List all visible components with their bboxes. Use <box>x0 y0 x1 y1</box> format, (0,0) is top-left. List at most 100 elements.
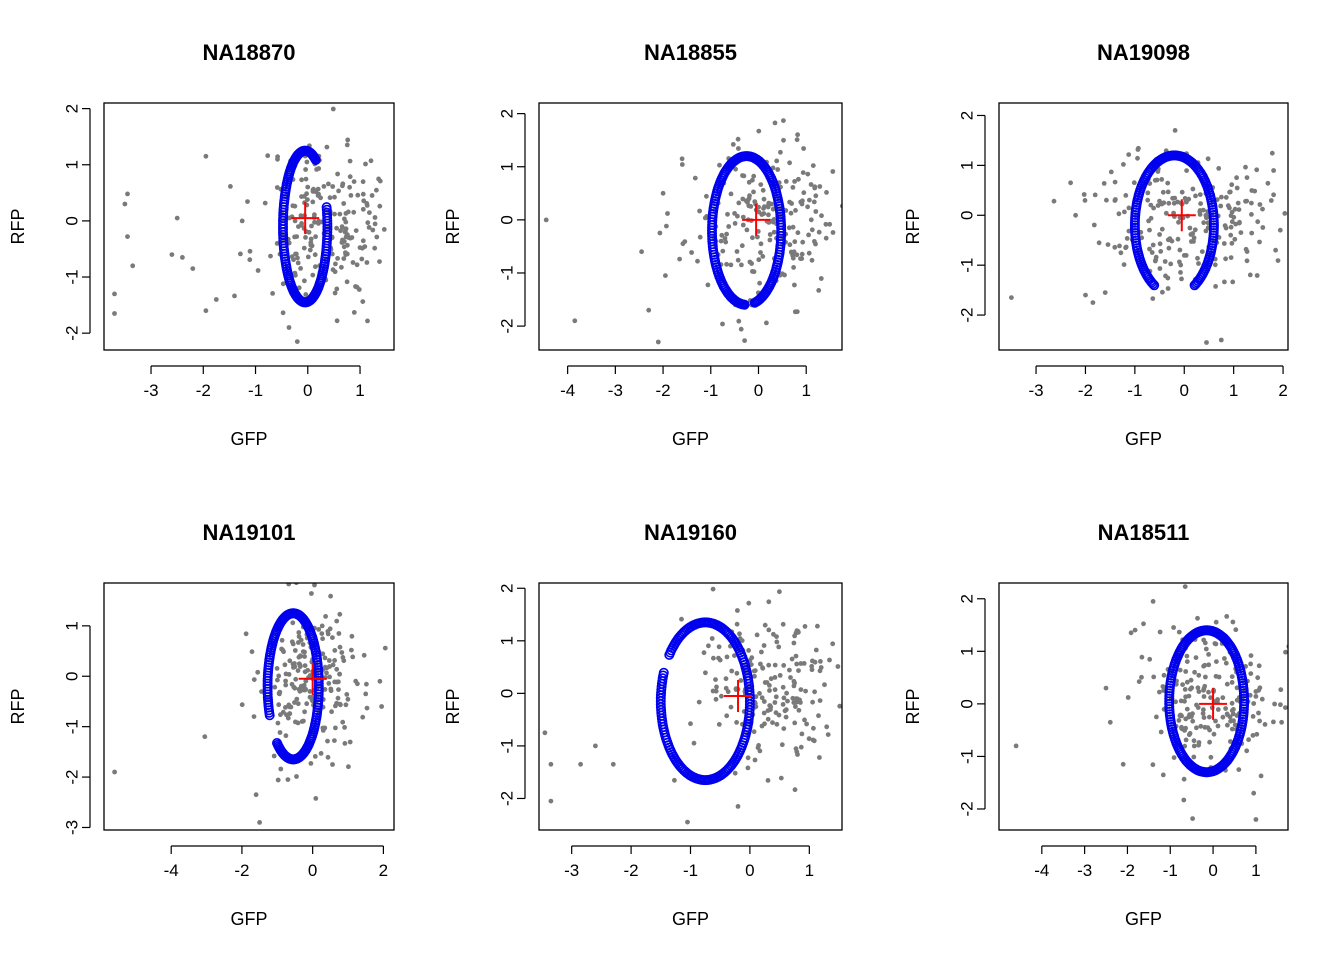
cell-point <box>767 237 773 243</box>
cell-point <box>718 238 724 244</box>
cell-point <box>1216 674 1222 680</box>
cell-point <box>330 762 335 767</box>
y-tick-label: 2 <box>63 104 82 113</box>
cell-point <box>332 194 337 200</box>
cell-point <box>350 654 356 660</box>
cell-point <box>1157 241 1163 247</box>
cell-point <box>723 239 729 245</box>
cell-point <box>1218 337 1224 343</box>
cell-point <box>1218 203 1224 209</box>
cell-point <box>1081 192 1087 197</box>
cell-point <box>1139 674 1144 680</box>
cell-point <box>316 166 322 171</box>
cell-point <box>1139 654 1145 660</box>
cell-point <box>298 213 304 219</box>
y-tick-label: 0 <box>958 211 977 220</box>
cell-point <box>1121 262 1127 267</box>
cell-point <box>303 167 308 172</box>
cell-point <box>323 614 328 619</box>
fitted-point <box>1146 277 1157 288</box>
cell-point <box>704 193 709 199</box>
cell-point <box>806 232 811 238</box>
cell-point <box>1207 739 1212 745</box>
cell-point <box>360 179 366 185</box>
fitted-point <box>322 224 333 235</box>
cell-point <box>1254 167 1260 173</box>
cell-point <box>1147 656 1153 662</box>
cell-point <box>397 262 402 267</box>
cell-point <box>1157 198 1162 204</box>
cell-point <box>325 754 331 760</box>
cell-point <box>737 631 742 637</box>
cell-point <box>361 198 367 204</box>
cell-point <box>312 212 317 218</box>
cell-point <box>1126 152 1132 158</box>
x-tick-label: -3 <box>564 861 579 880</box>
cell-point <box>760 254 766 259</box>
cell-point <box>740 214 746 220</box>
cell-point <box>1159 177 1165 182</box>
cell-point <box>1251 790 1257 796</box>
cell-point <box>1229 680 1235 685</box>
cell-point <box>682 239 688 245</box>
cell-point <box>368 158 374 164</box>
x-tick-label: 0 <box>308 861 317 880</box>
y-tick-label: -1 <box>958 749 977 764</box>
plot-frame <box>998 582 1289 831</box>
cell-point <box>786 225 792 231</box>
cell-point <box>1145 197 1151 203</box>
cell-point <box>1206 689 1211 695</box>
cell-point <box>777 589 782 595</box>
cell-point <box>791 640 797 646</box>
cell-point <box>329 709 334 715</box>
cell-point <box>330 106 336 112</box>
cell-point <box>1231 707 1236 712</box>
cell-point <box>735 136 741 142</box>
cell-point <box>1227 189 1233 195</box>
cell-point <box>305 254 311 260</box>
x-tick-label: -1 <box>248 381 263 400</box>
cell-point <box>791 249 797 255</box>
cell-point <box>1224 681 1230 687</box>
cell-point <box>239 702 245 708</box>
cell-point <box>1221 241 1227 246</box>
cell-point <box>1178 270 1183 275</box>
cell-point <box>1222 223 1228 229</box>
cell-point <box>1150 242 1156 248</box>
cell-point <box>1160 772 1166 778</box>
cell-point <box>169 252 175 257</box>
cell-point <box>1234 175 1239 181</box>
cell-point <box>276 673 282 679</box>
cell-point <box>1150 599 1156 604</box>
cell-point <box>1271 719 1276 725</box>
cell-point <box>1253 817 1259 822</box>
cell-point <box>736 318 742 324</box>
cell-point <box>823 221 829 227</box>
plot-area <box>542 586 842 825</box>
cell-point <box>382 645 388 651</box>
x-axis-label: GFP <box>230 429 267 449</box>
cell-point <box>1103 685 1109 691</box>
cell-point <box>408 267 413 272</box>
cell-point <box>332 658 337 663</box>
cell-point <box>736 146 741 151</box>
cell-point <box>762 721 767 727</box>
cell-point <box>292 700 297 705</box>
cell-point <box>327 674 332 680</box>
cell-point <box>295 255 300 261</box>
cell-point <box>815 623 820 629</box>
cell-point <box>1243 164 1248 170</box>
cell-point <box>1252 188 1258 194</box>
cell-point <box>811 738 817 744</box>
cell-point <box>761 710 767 716</box>
cell-point <box>1092 192 1098 198</box>
cell-point <box>780 684 786 690</box>
cell-point <box>795 628 801 634</box>
x-tick-label: -4 <box>560 381 575 400</box>
cell-point <box>303 235 308 240</box>
cell-point <box>793 208 798 213</box>
cell-point <box>782 708 788 714</box>
cell-point <box>672 777 677 783</box>
cell-point <box>336 679 341 685</box>
plot-area <box>112 106 413 344</box>
